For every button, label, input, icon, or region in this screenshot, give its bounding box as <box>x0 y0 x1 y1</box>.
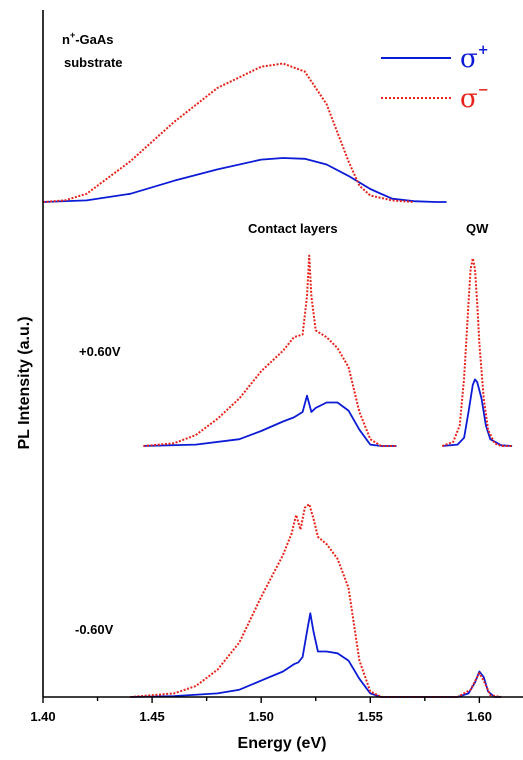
bias_+0.60V-segment-0-sigma-plus-line <box>143 394 397 447</box>
bias_-0.60V-sigma-minus-line <box>130 503 502 698</box>
substrate-label-line1: n+-GaAs <box>62 30 114 47</box>
bias_-0.60V-sigma-plus-line <box>130 612 502 698</box>
x-tick-label: 1.50 <box>249 709 274 724</box>
legend-sigma-minus-label: σ− <box>460 83 489 114</box>
x-ticks: 1.40 1.45 1.50 1.55 1.60 <box>30 697 492 724</box>
legend: σ+ σ− <box>381 43 489 114</box>
contact-layers-label: Contact layers <box>248 221 338 236</box>
qw-label: QW <box>466 221 489 236</box>
y-axis-title: PL Intensity (a.u.) <box>16 316 33 449</box>
substrate-sigma-plus-line <box>42 157 447 203</box>
x-tick-label: 1.60 <box>467 709 492 724</box>
plot-area <box>42 62 513 698</box>
x-axis-title: Energy (eV) <box>238 735 327 752</box>
x-tick-label: 1.45 <box>139 709 164 724</box>
substrate-sigma-minus-line <box>42 62 414 203</box>
bias_+0.60V-segment-1-sigma-minus-line <box>441 257 513 447</box>
bias-positive-label: +0.60V <box>79 344 121 359</box>
x-tick-label: 1.55 <box>358 709 383 724</box>
legend-sigma-plus-label: σ+ <box>460 43 489 74</box>
bias_+0.60V-segment-1-sigma-plus-line <box>442 378 513 447</box>
bias_+0.60V-segment-0-sigma-minus-line <box>143 254 397 447</box>
substrate-label-line2: substrate <box>64 55 123 70</box>
bias-negative-label: -0.60V <box>75 622 114 637</box>
x-tick-label: 1.40 <box>30 709 55 724</box>
